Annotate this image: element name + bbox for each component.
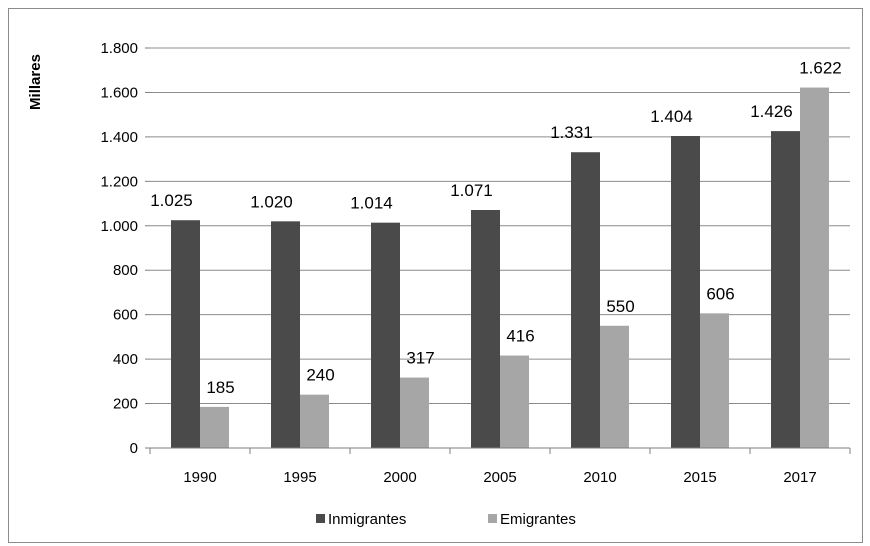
legend-swatch-inmigrantes [316, 514, 325, 523]
data-label-emigrantes-2000: 317 [406, 349, 434, 368]
bar-inmigrantes-2015 [671, 136, 700, 448]
y-tick-label: 400 [113, 351, 138, 368]
legend-label-inmigrantes: Inmigrantes [328, 511, 406, 528]
data-label-inmigrantes-1990: 1.025 [150, 191, 193, 210]
y-tick-label: 200 [113, 396, 138, 413]
y-tick-label: 1.000 [100, 218, 138, 235]
data-label-inmigrantes-2017: 1.426 [750, 102, 793, 121]
y-tick-label: 1.600 [100, 84, 138, 101]
y-axis-label: Millares [27, 54, 44, 110]
y-tick-label: 600 [113, 307, 138, 324]
x-tick-label: 1995 [283, 469, 316, 486]
bar-inmigrantes-2010 [571, 152, 600, 448]
bar-inmigrantes-2005 [471, 210, 500, 448]
x-tick-label: 2010 [583, 469, 616, 486]
gridlines [150, 47, 850, 405]
bar-inmigrantes-2017 [771, 131, 800, 448]
data-label-emigrantes-2017: 1.622 [799, 59, 842, 78]
data-labels: 1.025 1.020 1.014 1.071 1.331 1.404 1.426 185 24… [150, 59, 842, 397]
bar-emigrantes-2010 [600, 325, 629, 448]
data-label-emigrantes-1990: 185 [206, 378, 234, 397]
x-axis-ticks: 1990 1995 2000 2005 2010 2015 2017 [149, 448, 851, 486]
bars [171, 87, 829, 449]
bar-inmigrantes-1995 [271, 221, 300, 448]
y-tick-label: 800 [113, 262, 138, 279]
data-label-emigrantes-2015: 606 [706, 284, 734, 303]
y-tick-label: 1.400 [100, 129, 138, 146]
bar-emigrantes-1990 [200, 406, 229, 448]
x-tick-label: 1990 [183, 469, 216, 486]
data-label-inmigrantes-1995: 1.020 [250, 192, 293, 211]
legend-label-emigrantes: Emigrantes [500, 511, 576, 528]
legend: Inmigrantes Emigrantes [316, 511, 576, 528]
x-tick-label: 2000 [383, 469, 416, 486]
bar-emigrantes-2000 [400, 377, 429, 448]
data-label-emigrantes-2010: 550 [606, 297, 634, 316]
legend-swatch-emigrantes [488, 514, 497, 523]
bar-emigrantes-2015 [700, 313, 729, 448]
bar-inmigrantes-2000 [371, 222, 400, 448]
data-label-emigrantes-2005: 416 [506, 327, 534, 346]
x-tick-label: 2005 [483, 469, 516, 486]
y-axis-ticks: 0 200 400 600 800 1.000 1.200 1.400 1.600 1.800 [100, 40, 150, 457]
bar-emigrantes-1995 [300, 394, 329, 448]
x-tick-label: 2015 [683, 469, 716, 486]
data-label-emigrantes-1995: 240 [306, 366, 334, 385]
y-tick-label: 0 [130, 440, 138, 457]
data-label-inmigrantes-2015: 1.404 [650, 107, 693, 126]
data-label-inmigrantes-2005: 1.071 [450, 181, 493, 200]
y-tick-label: 1.800 [100, 40, 138, 57]
bar-emigrantes-2017 [800, 87, 829, 449]
y-tick-label: 1.200 [100, 173, 138, 190]
x-tick-label: 2017 [783, 469, 816, 486]
data-label-inmigrantes-2010: 1.331 [550, 123, 593, 142]
bar-inmigrantes-1990 [171, 220, 200, 448]
bar-emigrantes-2005 [500, 355, 529, 448]
data-label-inmigrantes-2000: 1.014 [350, 194, 393, 213]
